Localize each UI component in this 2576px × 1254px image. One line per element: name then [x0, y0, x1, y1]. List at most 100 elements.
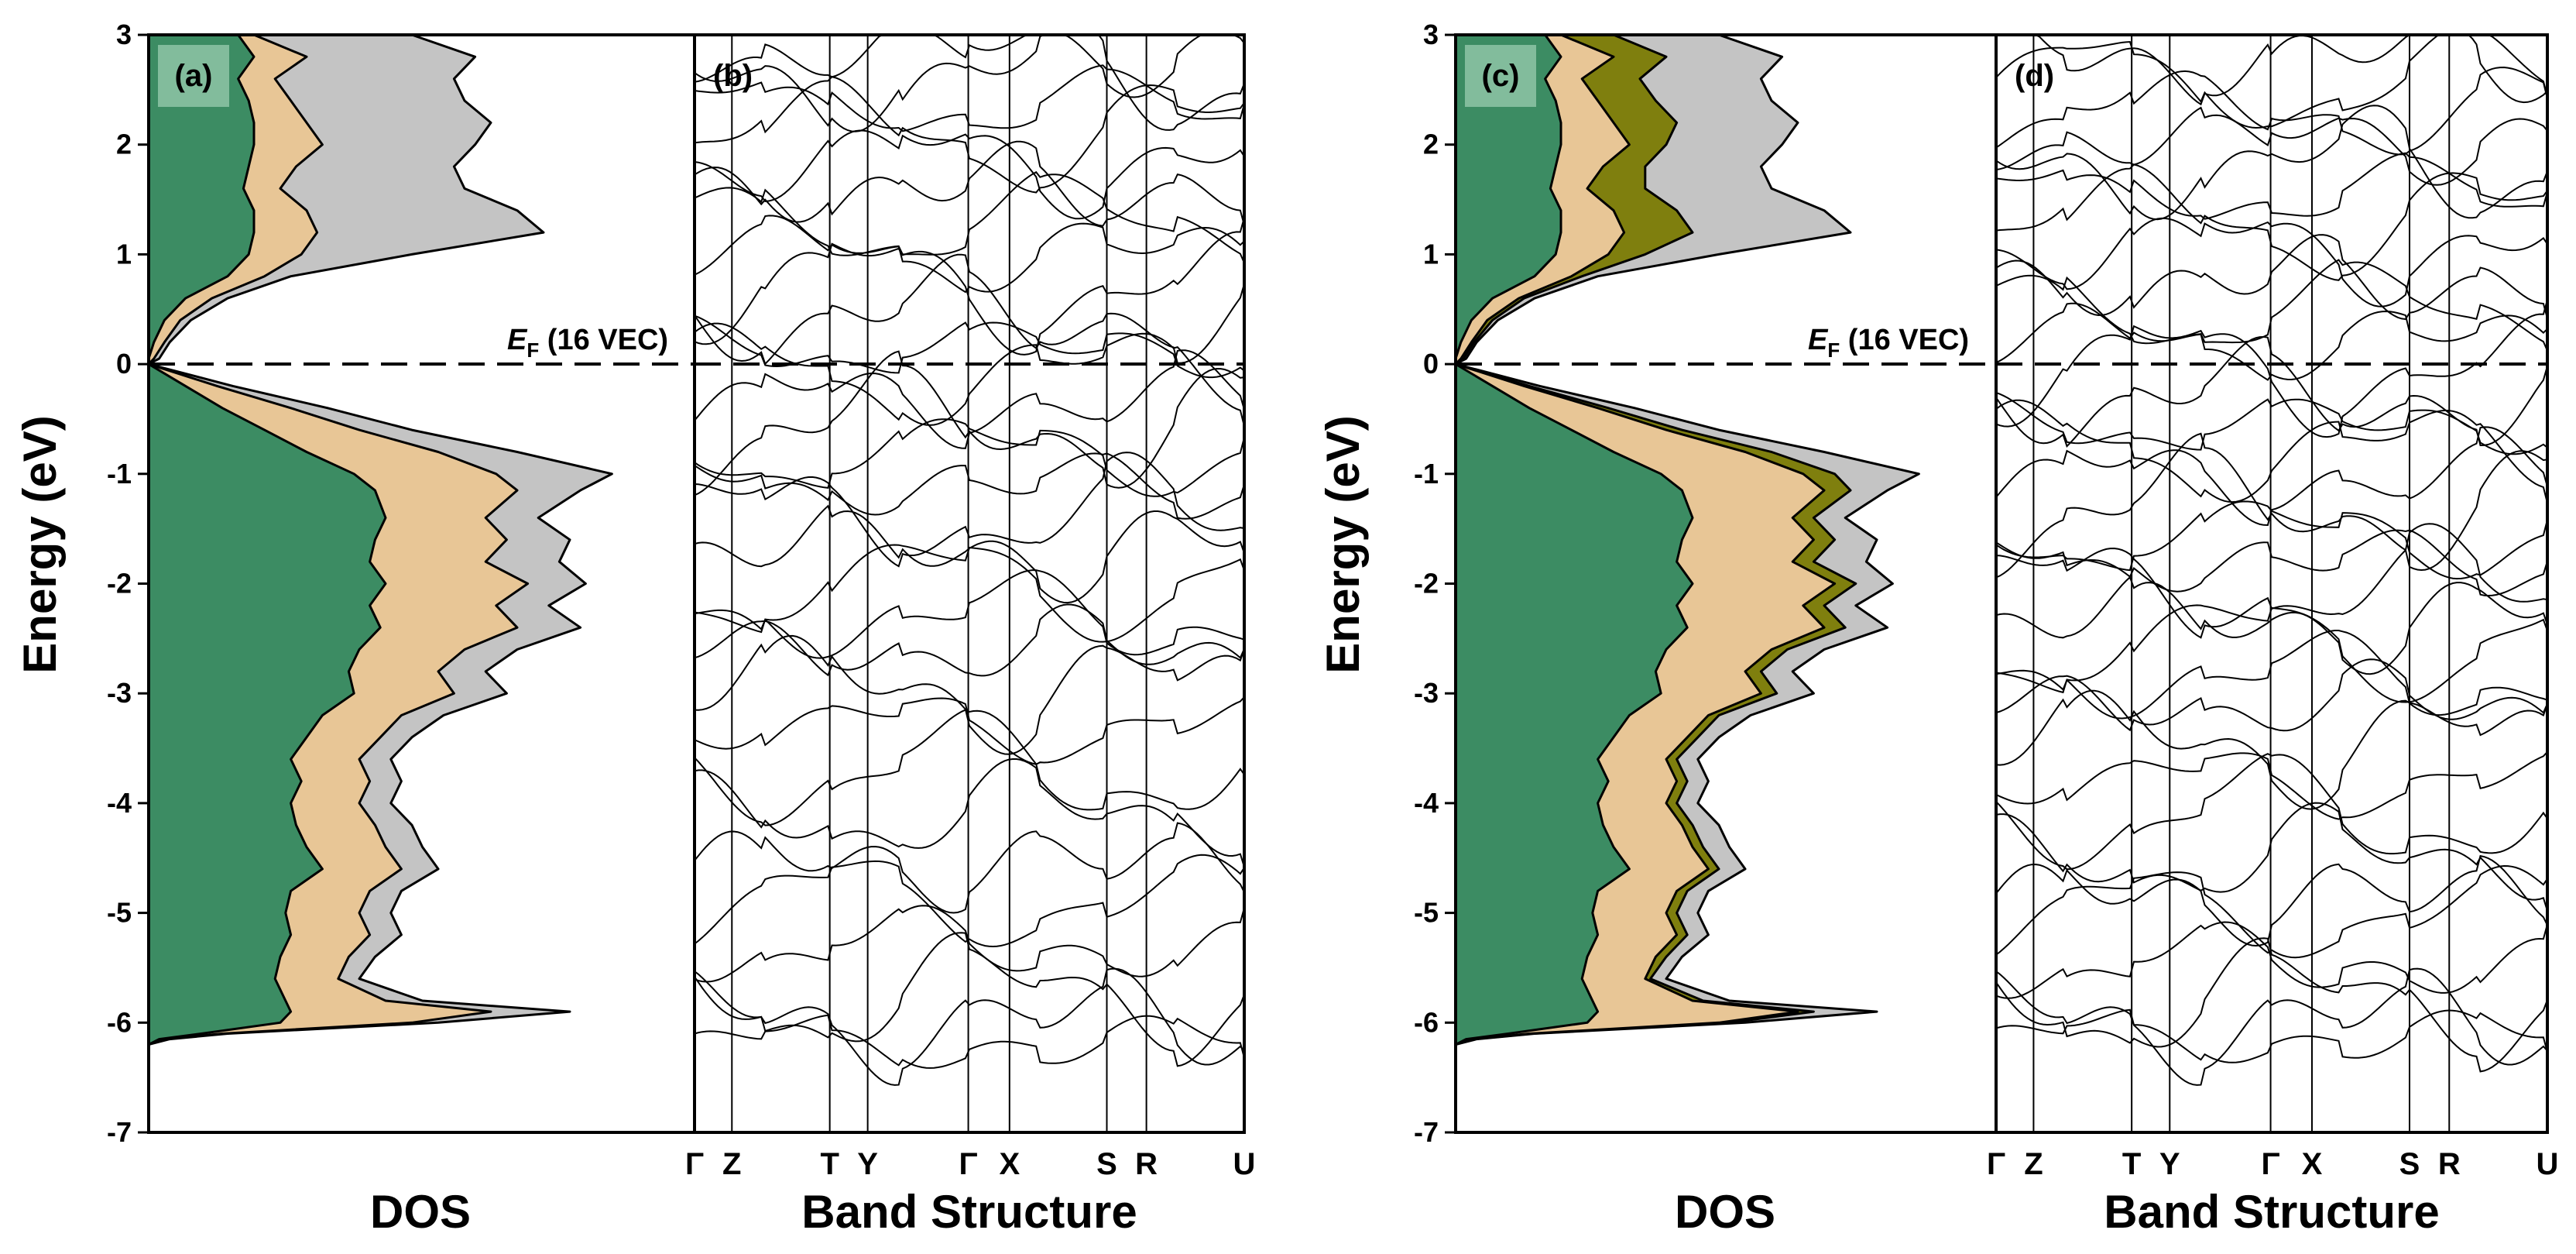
y-tick-label: -4 [1414, 787, 1439, 819]
y-tick-label: 3 [1423, 19, 1439, 50]
fermi-label-vec: (16 VEC) [1840, 324, 1969, 356]
band-curve [694, 129, 1245, 220]
y-axis-title-right: Energy (eV) [1317, 415, 1369, 673]
band-curve [1995, 391, 2548, 455]
band-curve [694, 314, 1245, 379]
band-curve [694, 217, 1245, 356]
band-curve [1995, 689, 2548, 810]
y-tick-label: 0 [116, 348, 132, 380]
fermi-label-sub: F [1827, 338, 1840, 362]
band-curve [694, 854, 1245, 948]
panel-tag-c: (c) [1482, 59, 1520, 93]
band-curve [694, 603, 1245, 677]
band-curve [694, 418, 1245, 497]
x-axis-title-c: DOS [1675, 1186, 1775, 1238]
band-curve [1995, 217, 2548, 307]
band-curve [1995, 66, 2548, 156]
band-curve [1995, 163, 2548, 281]
fermi-label-c: EF (16 VEC) [1808, 324, 1969, 362]
band-curve [694, 822, 1245, 914]
fermi-label-vec: (16 VEC) [539, 324, 668, 356]
dos-areas-c [1454, 33, 1920, 1046]
band-curve [694, 709, 1245, 826]
y-tick-label: -6 [107, 1006, 132, 1038]
energy-axis-right: 3 2 1 0 -1 -2 -3 -4 -5 -6 -7 [1414, 19, 1456, 1148]
band-curve [1995, 105, 2548, 221]
band-curve [694, 569, 1245, 659]
kpoint-label: X [999, 1147, 1020, 1181]
band-curve [1995, 854, 2548, 947]
band-curve [694, 696, 1245, 765]
band-curve [1995, 399, 2548, 503]
band-curve [694, 634, 1245, 755]
y-axis-title-left: Energy (eV) [14, 415, 66, 673]
band-curve [1995, 34, 2548, 129]
kpoint-label: S [1096, 1147, 1117, 1181]
band-curve [694, 504, 1245, 604]
y-tick-label: -3 [107, 677, 132, 709]
kpoint-label: S [2399, 1147, 2420, 1181]
band-curve [694, 544, 1245, 643]
y-tick-label: -2 [107, 568, 132, 600]
y-tick-label: -6 [1414, 1006, 1439, 1038]
energy-axis-left: 3 2 1 0 -1 -2 -3 -4 -5 -6 -7 [107, 19, 149, 1148]
band-curve [1995, 302, 2548, 381]
band-curve [694, 64, 1245, 132]
band-curve [1995, 335, 2548, 448]
band-curve [694, 758, 1245, 867]
band-curve [1995, 575, 2548, 675]
band-curve [694, 322, 1245, 427]
panel-c-dos: EF (16 VEC) (c) DOS [1454, 33, 1998, 1238]
band-curve [1995, 152, 2548, 220]
y-tick-label: 2 [1423, 129, 1439, 160]
panel-tag-a: (a) [175, 59, 213, 93]
fermi-label-a: EF (16 VEC) [507, 324, 668, 362]
figure-left: 3 2 1 0 -1 -2 -3 -4 -5 -6 -7 Energy (eV) EF (16 VE… [14, 19, 1255, 1238]
kpoint-label: Γ [685, 1147, 704, 1181]
y-tick-label: 1 [116, 238, 132, 270]
band-curve [694, 350, 1245, 496]
band-curve [1995, 751, 2548, 820]
band-curve [1995, 259, 2548, 352]
band-curve [694, 967, 1245, 1086]
band-curve [694, 932, 1245, 1067]
panel-tag-bg-a [158, 45, 229, 107]
band-curve [1995, 802, 2548, 912]
band-curve [1995, 432, 2548, 579]
y-tick-label: -1 [107, 458, 132, 490]
panel-tag-bg-c [1465, 45, 1536, 107]
band-curve [694, 170, 1245, 263]
y-tick-label: -5 [1414, 897, 1439, 929]
band-curve [1995, 106, 2548, 186]
y-tick-label: 0 [1423, 348, 1439, 380]
band-curve [694, 75, 1245, 194]
fermi-label-e: E [1808, 324, 1829, 356]
band-curve [694, 1014, 1245, 1069]
band-curve [1995, 523, 2548, 639]
band-curve [1995, 753, 2548, 871]
band-curve [694, 253, 1245, 366]
kpoint-label: Y [857, 1147, 878, 1181]
kpoint-label: Γ [959, 1147, 978, 1181]
kpoint-label: R [1135, 1147, 1158, 1181]
y-tick-label: 3 [116, 19, 132, 50]
dos-area-green [1454, 33, 1694, 1046]
fermi-label-e: E [507, 324, 528, 356]
kpoint-label: R [2438, 1147, 2461, 1181]
kpoint-label: Y [2159, 1147, 2180, 1181]
kpoint-label: X [2302, 1147, 2323, 1181]
band-curve [694, 215, 1245, 294]
band-curve [1995, 630, 2548, 720]
y-tick-label: -7 [1414, 1116, 1439, 1148]
band-curve [694, 452, 1245, 520]
kpoint-label: U [1233, 1147, 1256, 1181]
kpoint-label: Z [722, 1147, 741, 1181]
panel-frame-b [693, 33, 1246, 1134]
band-curve [1995, 234, 2548, 321]
band-curve [1995, 937, 2548, 1073]
band-curve [694, 452, 1245, 568]
kpoint-label: Z [2024, 1147, 2043, 1181]
